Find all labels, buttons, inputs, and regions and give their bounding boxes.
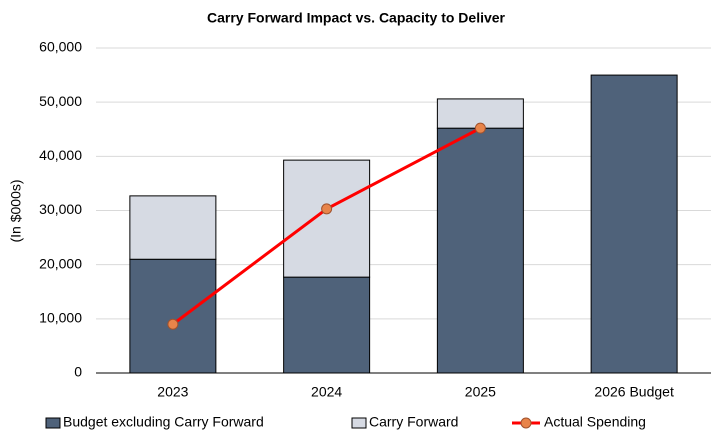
legend-swatch	[45, 417, 61, 429]
line-marker	[167, 318, 179, 330]
y-tick-label: 30,000	[39, 201, 82, 217]
legend-label: Budget excluding Carry Forward	[63, 414, 264, 430]
y-tick-label: 20,000	[39, 255, 82, 271]
y-tick-label: 0	[74, 364, 82, 380]
bar	[283, 159, 371, 278]
y-tick-label: 40,000	[39, 147, 82, 163]
bar	[436, 127, 524, 374]
bar	[590, 74, 678, 374]
x-tick-label: 2023	[157, 384, 188, 400]
y-tick-label: 10,000	[39, 310, 82, 326]
y-tick-label: 50,000	[39, 93, 82, 109]
line-marker	[321, 203, 333, 215]
x-tick-label: 2024	[311, 384, 342, 400]
legend-swatch	[520, 417, 532, 429]
bar	[283, 276, 371, 374]
y-tick-label: 60,000	[39, 39, 82, 55]
x-tick-label: 2026 Budget	[594, 384, 674, 400]
y-axis-label: (In $000s)	[8, 179, 24, 242]
legend-swatch	[351, 417, 367, 429]
chart-title: Carry Forward Impact vs. Capacity to Del…	[207, 10, 506, 26]
line-marker	[474, 122, 486, 134]
legend-label: Actual Spending	[544, 414, 646, 430]
x-tick-label: 2025	[465, 384, 496, 400]
legend-label: Carry Forward	[369, 414, 458, 430]
bar	[129, 258, 217, 374]
bar	[129, 195, 217, 260]
